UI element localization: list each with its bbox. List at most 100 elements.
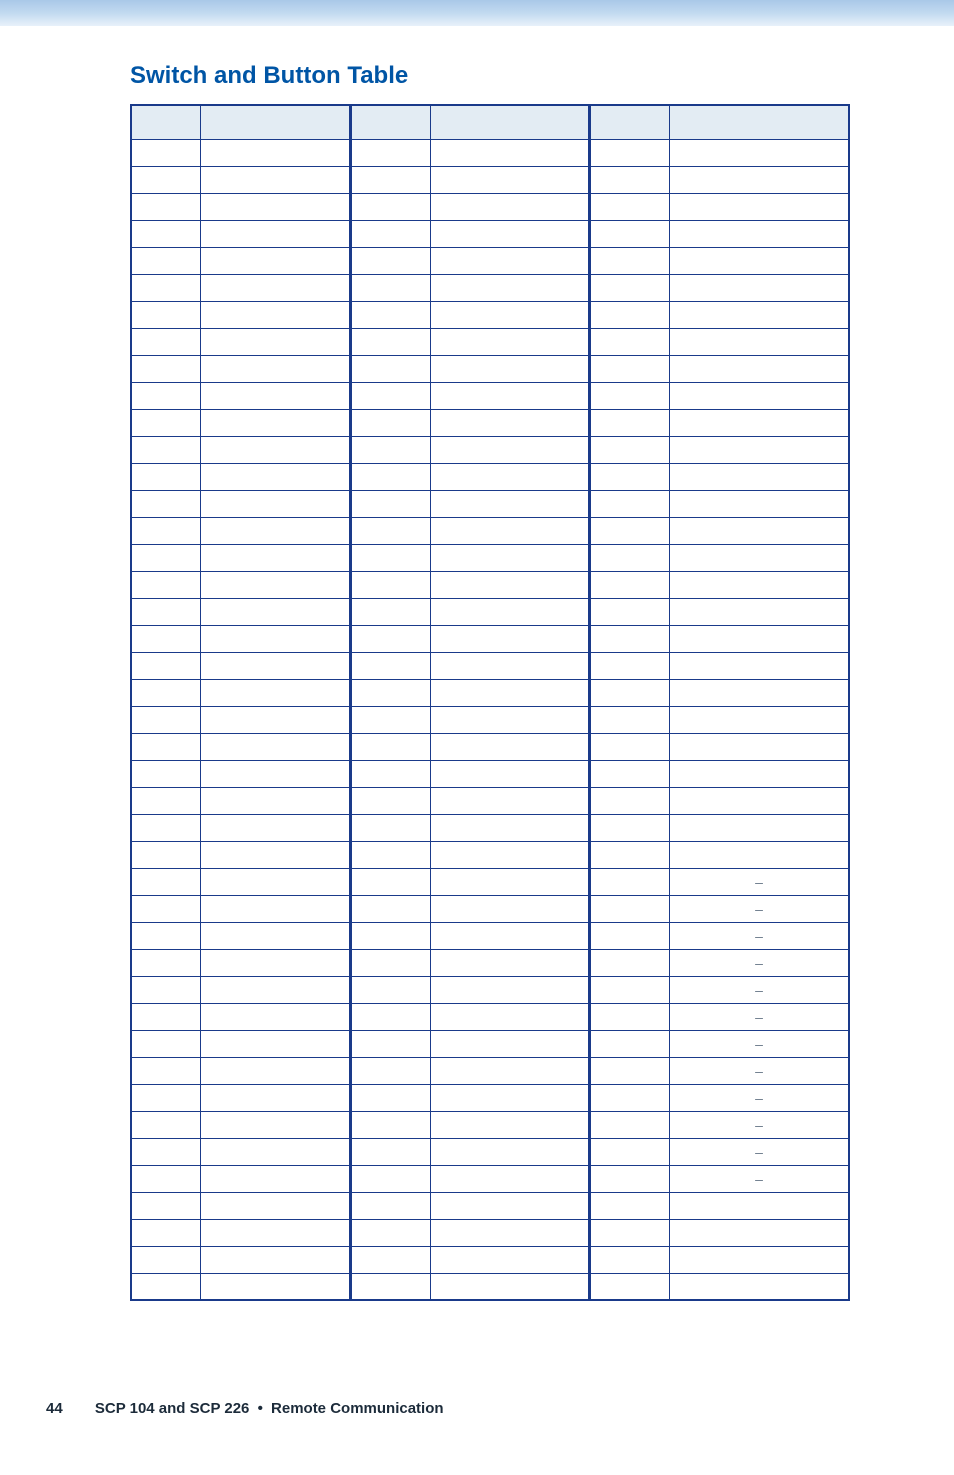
table-cell xyxy=(350,1246,430,1273)
table-cell xyxy=(430,679,590,706)
table-cell xyxy=(131,301,201,328)
table-row xyxy=(131,328,849,355)
table-cell xyxy=(590,490,670,517)
table-cell xyxy=(590,598,670,625)
table-cell xyxy=(430,274,590,301)
table-cell xyxy=(590,1003,670,1030)
table-cell xyxy=(669,733,849,760)
table-cell xyxy=(350,733,430,760)
table-row: – xyxy=(131,868,849,895)
table-cell xyxy=(590,436,670,463)
table-cell xyxy=(131,787,201,814)
table-row: – xyxy=(131,1165,849,1192)
table-cell xyxy=(131,1030,201,1057)
table-cell xyxy=(669,274,849,301)
table-row xyxy=(131,598,849,625)
table-cell xyxy=(201,1003,351,1030)
table-cell xyxy=(201,382,351,409)
table-cell xyxy=(430,706,590,733)
table-cell xyxy=(131,976,201,1003)
table-row xyxy=(131,220,849,247)
table-header-cell xyxy=(350,105,430,139)
table-cell xyxy=(430,1111,590,1138)
table-cell xyxy=(430,1003,590,1030)
table-cell xyxy=(350,139,430,166)
table-cell xyxy=(350,247,430,274)
table-cell xyxy=(590,922,670,949)
table-row xyxy=(131,274,849,301)
table-cell xyxy=(590,760,670,787)
table-cell xyxy=(350,841,430,868)
table-cell xyxy=(201,949,351,976)
table-cell xyxy=(590,1219,670,1246)
table-cell xyxy=(350,436,430,463)
table-cell xyxy=(201,922,351,949)
table-cell xyxy=(430,733,590,760)
table-cell xyxy=(131,409,201,436)
table-cell xyxy=(669,328,849,355)
page-number: 44 xyxy=(46,1400,63,1417)
table-cell xyxy=(590,571,670,598)
table-cell xyxy=(590,1165,670,1192)
table-cell xyxy=(350,193,430,220)
table-cell xyxy=(430,463,590,490)
table-cell xyxy=(131,1084,201,1111)
table-row: – xyxy=(131,922,849,949)
table-cell xyxy=(590,1138,670,1165)
table-cell xyxy=(590,1084,670,1111)
table-cell xyxy=(430,1084,590,1111)
table-row xyxy=(131,571,849,598)
table-row: – xyxy=(131,895,849,922)
table-cell xyxy=(669,652,849,679)
table-cell: – xyxy=(669,1030,849,1057)
table-row xyxy=(131,436,849,463)
table-row: – xyxy=(131,949,849,976)
table-cell xyxy=(201,1246,351,1273)
table-cell xyxy=(430,652,590,679)
table-cell xyxy=(430,409,590,436)
table-cell xyxy=(590,787,670,814)
table-cell xyxy=(430,355,590,382)
table-row xyxy=(131,490,849,517)
table-row xyxy=(131,814,849,841)
table-row xyxy=(131,517,849,544)
table-row xyxy=(131,841,849,868)
table-cell xyxy=(201,517,351,544)
table-cell xyxy=(430,868,590,895)
table-cell xyxy=(201,409,351,436)
table-cell xyxy=(201,625,351,652)
table-cell xyxy=(131,355,201,382)
table-cell xyxy=(131,949,201,976)
table-cell xyxy=(590,463,670,490)
table-cell xyxy=(350,922,430,949)
table-cell xyxy=(430,814,590,841)
footer-section: Remote Communication xyxy=(271,1400,444,1417)
table-cell xyxy=(430,1273,590,1300)
table-cell: – xyxy=(669,1057,849,1084)
table-cell xyxy=(131,1057,201,1084)
table-cell xyxy=(590,1111,670,1138)
table-cell xyxy=(669,625,849,652)
table-cell xyxy=(350,1003,430,1030)
table-header-row xyxy=(131,105,849,139)
table-cell xyxy=(201,652,351,679)
table-cell xyxy=(430,841,590,868)
table-cell xyxy=(590,166,670,193)
table-cell xyxy=(131,1192,201,1219)
table-cell xyxy=(590,139,670,166)
table-cell xyxy=(590,544,670,571)
table-cell xyxy=(131,652,201,679)
table-cell xyxy=(201,166,351,193)
table-row xyxy=(131,166,849,193)
table-cell xyxy=(201,1219,351,1246)
table-cell xyxy=(669,463,849,490)
table-header-cell xyxy=(669,105,849,139)
table-cell xyxy=(430,166,590,193)
table-cell xyxy=(590,706,670,733)
table-cell xyxy=(131,1219,201,1246)
table-cell xyxy=(430,895,590,922)
table-row xyxy=(131,409,849,436)
table-cell xyxy=(669,220,849,247)
table-row xyxy=(131,625,849,652)
table-cell xyxy=(669,517,849,544)
